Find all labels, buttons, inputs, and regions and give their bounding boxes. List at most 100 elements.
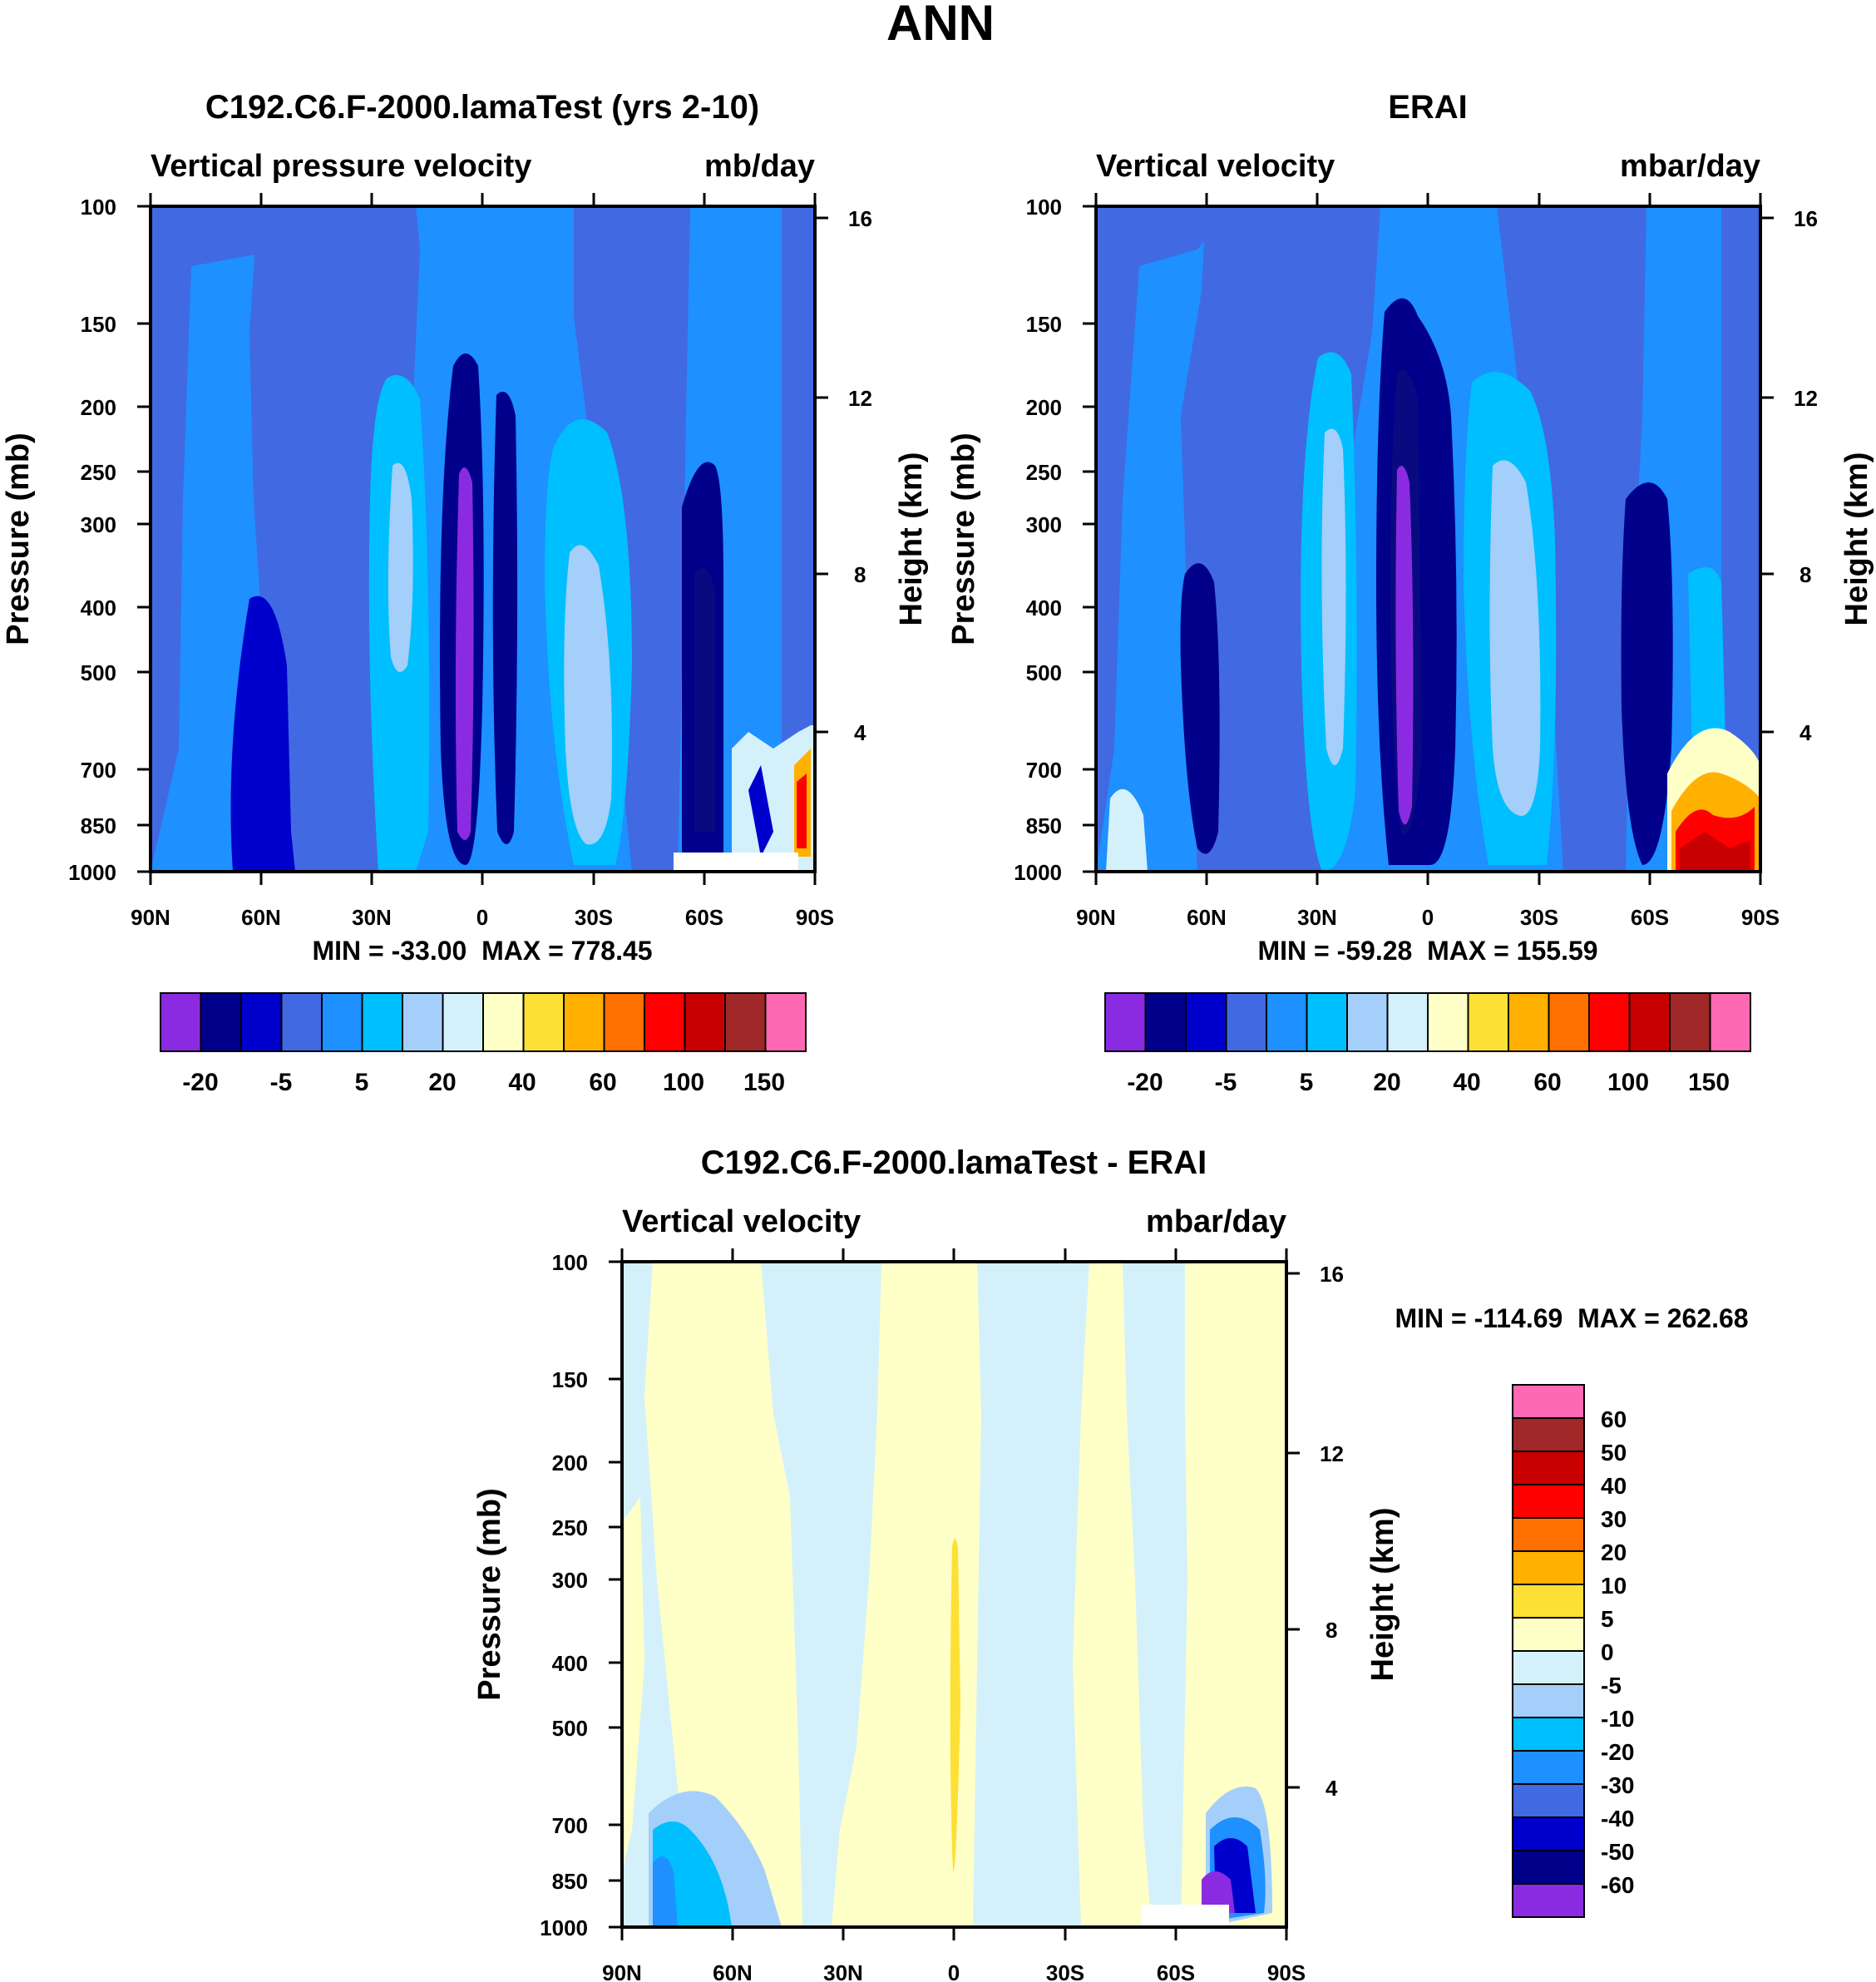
y-tick-label: 200 [1026,395,1062,420]
colorbar-swatch [1548,992,1590,1052]
colorbar-label: 0 [1601,1639,1614,1665]
y-right-tick-label: 12 [1320,1441,1344,1466]
x-tick-label: 60S [1157,1960,1195,1982]
colorbar-label: -10 [1601,1706,1634,1732]
y-tick-label: 850 [552,1869,588,1894]
min-max-stats: MIN = -114.69 MAX = 262.68 [1395,1303,1748,1333]
y-axis-right-label: Height (km) [894,452,929,626]
y-tick-label: 1000 [1014,860,1062,885]
colorbar-label: 40 [1453,1069,1480,1096]
y-right-tick-label: 16 [848,206,872,231]
x-tick-label: 60S [685,905,723,930]
x-tick-label: 90N [602,1960,642,1982]
y-right-tick-label: 4 [1799,720,1812,745]
y-tick-label: 400 [81,596,116,620]
right-string: mbar/day [1620,149,1760,184]
colorbar-swatch [684,992,726,1052]
panel-title: ERAI [1388,89,1468,126]
y-tick-labels: 100 150 200 250 300 400 500 700 850 1000 [540,1250,588,1940]
colorbar-swatch [1512,1750,1585,1785]
y-tick-label: 850 [81,813,116,838]
y-tick-label: 100 [81,195,116,220]
colorbar-swatch [1346,992,1389,1052]
colorbar-swatch [1185,992,1227,1052]
x-tick-label: 90S [796,905,834,930]
left-string: Vertical velocity [622,1204,861,1239]
y-tick-label: 1000 [68,860,116,885]
y-tick-label: 400 [552,1651,588,1676]
x-tick-labels: 90N 60N 30N 0 30S 60S 90S [131,905,834,930]
y-axis-label: Pressure (mb) [472,1488,507,1701]
y-tick-label: 300 [81,512,116,537]
x-tick-label: 90N [131,905,170,930]
colorbar-swatch [1512,1617,1585,1652]
colorbar [1512,1384,1585,1918]
right-string: mb/day [704,149,815,184]
left-string: Vertical pressure velocity [151,149,531,184]
colorbar-swatch [1709,992,1751,1052]
y-tick-label: 300 [1026,512,1062,537]
colorbar-swatch [402,992,444,1052]
y-axis-label: Pressure (mb) [946,432,981,645]
y-tick-label: 500 [552,1716,588,1741]
y-tick-label: 300 [552,1568,588,1593]
colorbar-label: 100 [663,1069,704,1096]
colorbar-swatch [1512,1517,1585,1552]
colorbar-swatch [1427,992,1469,1052]
tick-marks [137,193,828,885]
colorbar-swatch [1266,992,1308,1052]
colorbar-swatch [442,992,484,1052]
x-tick-label: 60N [241,905,281,930]
colorbar-label: -5 [1215,1069,1237,1096]
panel-diff: C192.C6.F-2000.lamaTest - ERAI Vertical … [472,1144,1749,1982]
colorbar-swatch [1467,992,1509,1052]
x-tick-label: 0 [1422,905,1434,930]
x-tick-label: 60N [1187,905,1227,930]
y-right-tick-label: 16 [1320,1262,1344,1287]
x-tick-label: 90N [1076,905,1116,930]
y-right-tick-label: 4 [1326,1776,1338,1801]
colorbar-label: -60 [1601,1872,1634,1898]
y-axis-label: Pressure (mb) [1,432,36,645]
y-tick-label: 150 [81,312,116,337]
y-right-tick-label: 8 [854,562,866,587]
x-tick-label: 0 [476,905,488,930]
x-tick-label: 90S [1267,1960,1306,1982]
panel-model: C192.C6.F-2000.lamaTest (yrs 2-10) Verti… [1,89,929,1096]
y-right-tick-label: 12 [848,386,872,411]
y-tick-label: 1000 [540,1915,588,1940]
colorbar-label: -40 [1601,1806,1634,1831]
colorbar-label: 10 [1601,1573,1627,1599]
tick-marks [1083,193,1774,885]
y-tick-label: 700 [1026,758,1062,783]
colorbar-swatch [1144,992,1187,1052]
colorbar-label: -5 [270,1069,293,1096]
y-tick-label: 850 [1026,813,1062,838]
colorbar-swatch [1512,1550,1585,1585]
panel-title: C192.C6.F-2000.lamaTest (yrs 2-10) [205,89,759,126]
colorbar-label: 40 [1601,1473,1627,1499]
colorbar-label: -30 [1601,1772,1634,1798]
x-tick-label: 30S [575,905,613,930]
colorbar-label: 60 [1533,1069,1561,1096]
colorbar [160,992,807,1052]
x-tick-label: 90S [1741,905,1780,930]
colorbar-label: 5 [355,1069,369,1096]
y-right-tick-label: 4 [854,720,866,745]
colorbar-swatch [1512,1417,1585,1452]
main-title: ANN [886,0,995,51]
colorbar-swatch [1512,1783,1585,1818]
colorbar-swatch [644,992,686,1052]
colorbar-swatch [321,992,363,1052]
y-axis-right-label: Height (km) [1365,1508,1400,1682]
contour-field [622,1262,1286,1927]
colorbar-swatch [160,992,202,1052]
min-max-stats: MIN = -33.00 MAX = 778.45 [312,936,652,966]
y-tick-label: 200 [552,1451,588,1475]
colorbar-labels: -20 -5 5 20 40 60 100 150 [1127,1069,1730,1096]
y-right-tick-labels: 16 12 8 4 [848,206,872,745]
x-tick-label: 30N [823,1960,863,1982]
y-tick-label: 150 [552,1367,588,1392]
colorbar-swatch [1588,992,1631,1052]
panel-title: C192.C6.F-2000.lamaTest - ERAI [701,1144,1207,1181]
